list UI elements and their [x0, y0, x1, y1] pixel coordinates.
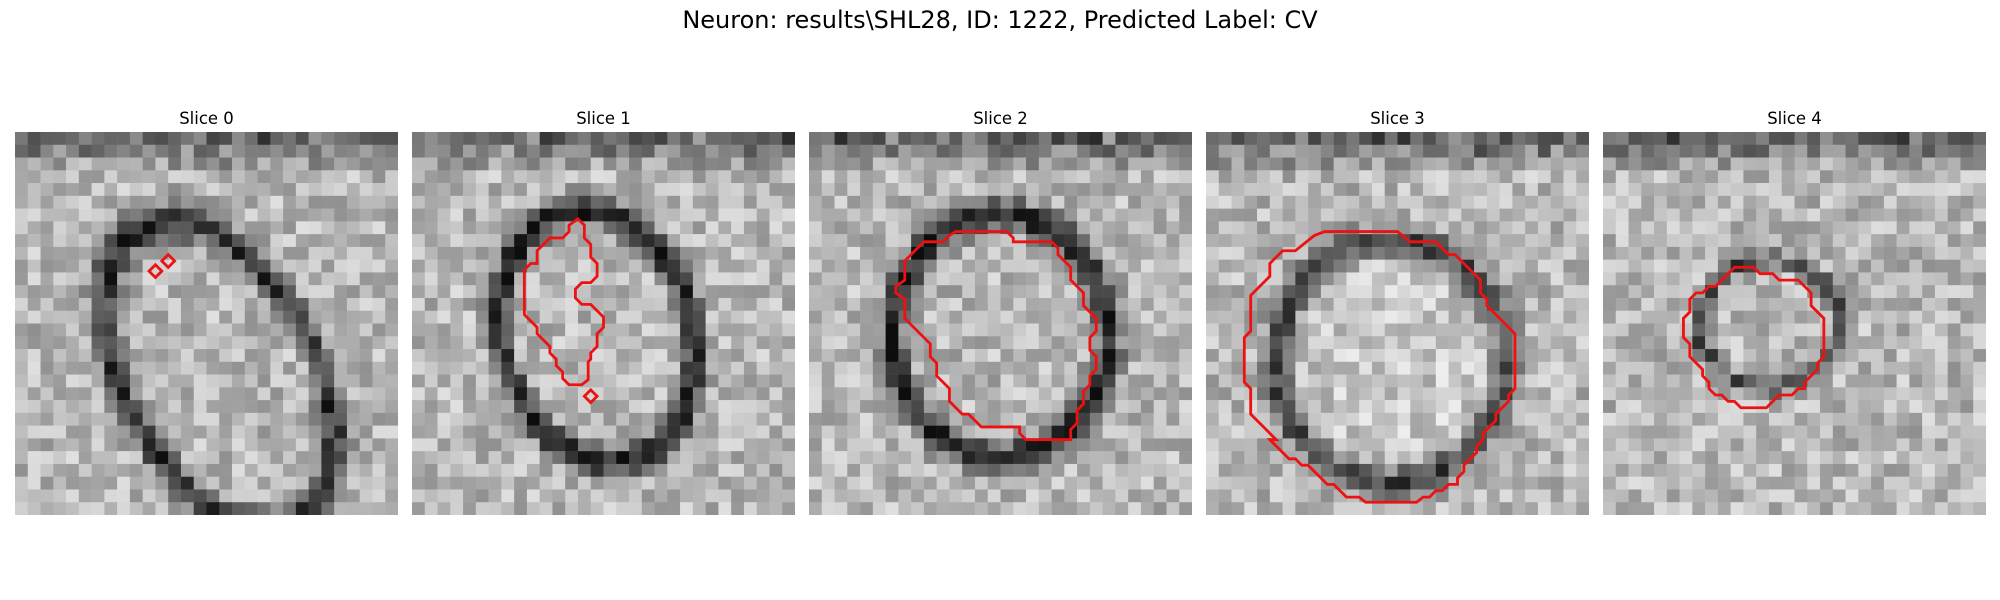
- segmentation-contour: [147, 252, 177, 280]
- slice-image-2: [809, 132, 1192, 515]
- grayscale-em-image: [809, 132, 1192, 515]
- slice-panel-4: Slice 4: [1603, 106, 1986, 515]
- slice-panel-1: Slice 1: [412, 106, 795, 515]
- slice-title: Slice 1: [576, 109, 631, 128]
- slice-title: Slice 3: [1370, 109, 1425, 128]
- figure-title: Neuron: results\SHL28, ID: 1222, Predict…: [682, 6, 1318, 34]
- slice-image-0: [15, 132, 398, 515]
- segmentation-contour: [1682, 265, 1826, 410]
- slice-image-1: [412, 132, 795, 515]
- slice-title: Slice 0: [179, 109, 234, 128]
- slice-panel-0: Slice 0: [15, 106, 398, 515]
- slice-title: Slice 4: [1767, 109, 1822, 128]
- segmentation-contour: [894, 230, 1098, 442]
- grayscale-em-image: [1603, 132, 1986, 515]
- grayscale-em-image: [1206, 132, 1589, 515]
- grayscale-em-image: [412, 132, 795, 515]
- slice-panel-3: Slice 3: [1206, 106, 1589, 515]
- grayscale-em-image: [15, 132, 398, 515]
- slice-image-4: [1603, 132, 1986, 515]
- slice-image-3: [1206, 132, 1589, 515]
- slice-panel-2: Slice 2: [809, 106, 1192, 515]
- segmentation-contour: [1242, 230, 1517, 504]
- segmentation-contour: [522, 216, 605, 405]
- slice-title: Slice 2: [973, 109, 1028, 128]
